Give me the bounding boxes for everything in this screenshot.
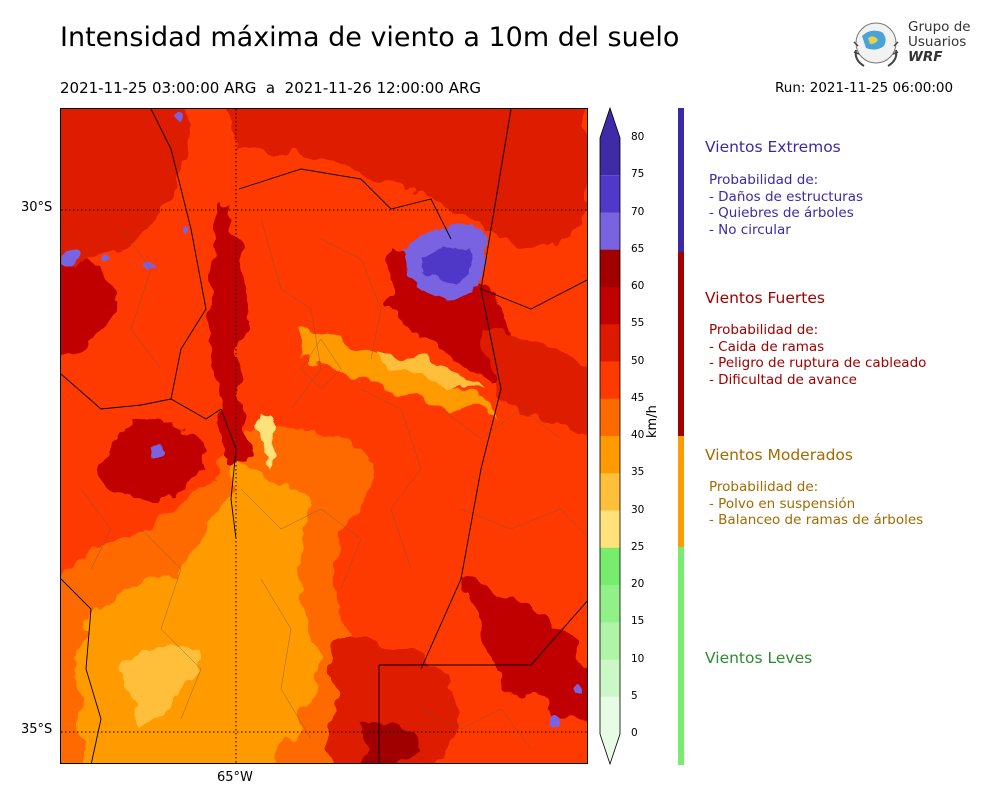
model-run: Run: 2021-11-25 06:00:00: [775, 80, 954, 96]
category-bar: [678, 252, 684, 436]
extreme-wind-patches: [62, 111, 580, 729]
department-borders: [80, 218, 587, 750]
logo-line-2: Usuarios: [908, 34, 967, 50]
colorbar-unit: km/h: [645, 405, 660, 438]
colorbar-tick-label: 50: [631, 354, 645, 367]
category-name: Vientos Moderados: [705, 446, 853, 464]
colorbar-tick-label: 5: [631, 689, 638, 702]
category-bar: [678, 436, 684, 547]
logo-line-1: Grupo de: [908, 19, 971, 35]
colorbar-level-45-50: [600, 361, 620, 400]
lat-label-35s: 35°S: [21, 722, 53, 737]
colorbar-level-60-65: [600, 249, 620, 288]
colorbar-level-50-55: [600, 324, 620, 362]
colorbar-tick-label: 20: [631, 578, 645, 590]
category-description: Probabilidad de: - Daños de estructuras …: [709, 172, 864, 238]
colorbar-level-20-25: [600, 547, 620, 586]
colorbar-tick-label: 80: [631, 131, 645, 143]
colorbar-level-10-15: [600, 622, 620, 660]
lat-label-30s: 30°S: [21, 200, 53, 215]
colorbar-tick-label: 25: [631, 540, 645, 553]
colorbar-tick-label: 55: [631, 317, 645, 330]
colorbar-level-15-20: [600, 585, 620, 623]
colorbar-tick-label: 10: [631, 652, 645, 665]
colorbar-level-70-75: [600, 175, 620, 213]
colorbar-level-25-30: [600, 510, 620, 549]
colorbar-tick-label: 0: [631, 727, 638, 739]
colorbar-level-5-10: [600, 659, 620, 698]
category-bar: [678, 108, 684, 252]
colorbar-tick-label: 30: [631, 503, 645, 516]
colorbar-tick-label: 15: [631, 615, 645, 628]
globe-logo-icon: [853, 22, 899, 67]
wind-field-svg: [61, 109, 587, 763]
graticule: [61, 109, 587, 763]
colorbar-tick-label: 70: [631, 205, 645, 218]
category-name: Vientos Leves: [705, 649, 813, 667]
map-title: Intensidad máxima de viento a 10m del su…: [60, 22, 680, 53]
wrf-logo: Grupo de Usuarios WRF: [848, 16, 978, 72]
colorbar-outline: [599, 106, 621, 766]
colorbar-tick-label: 65: [631, 242, 645, 255]
colorbar: [599, 106, 621, 766]
colorbar-level-75-80: [600, 108, 620, 176]
colorbar-levels: [600, 108, 620, 764]
category-name: Vientos Fuertes: [705, 289, 825, 307]
logo-line-3: WRF: [908, 49, 943, 65]
category-description: Probabilidad de: - Polvo en suspensión -…: [709, 479, 924, 528]
colorbar-tick-label: 45: [631, 391, 645, 404]
lon-label-65w: 65°W: [217, 770, 253, 785]
colorbar-level-40-45: [600, 398, 620, 437]
colorbar-tick-label: 75: [631, 168, 645, 181]
category-bar: [678, 547, 684, 765]
colorbar-level-55-60: [600, 287, 620, 325]
forecast-period: 2021-11-25 03:00:00 ARG a 2021-11-26 12:…: [60, 79, 482, 97]
colorbar-tick-label: 60: [631, 280, 645, 292]
colorbar-level-0-5: [600, 696, 620, 764]
colorbar-tick-label: 40: [631, 429, 645, 441]
colorbar-level-35-40: [600, 436, 620, 474]
colorbar-level-30-35: [600, 473, 620, 511]
category-description: Probabilidad de: - Caida de ramas - Peli…: [709, 322, 927, 388]
colorbar-level-65-70: [600, 212, 620, 251]
province-borders: [61, 109, 587, 763]
category-name: Vientos Extremos: [705, 138, 841, 156]
wind-map: [60, 108, 588, 764]
colorbar-tick-label: 35: [631, 466, 645, 479]
